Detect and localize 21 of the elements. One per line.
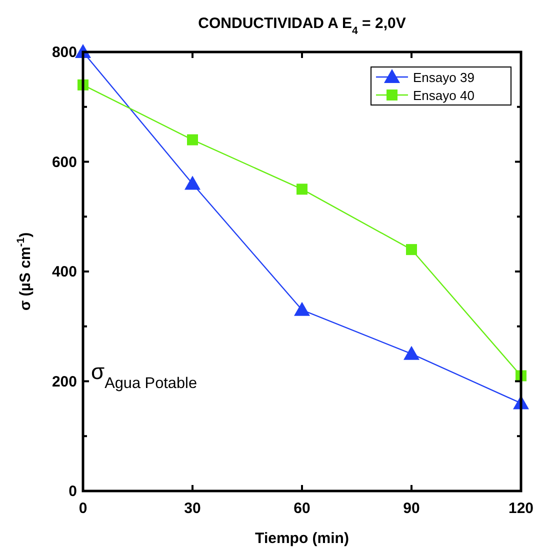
y-tick-label: 400 [52,264,77,280]
point [404,346,420,360]
x-tick-label: 120 [508,500,534,517]
point [296,184,308,195]
y-tick-label: 0 [68,483,77,500]
y-tick-label: 200 [52,373,77,390]
point [294,302,310,316]
x-tick-label: 30 [184,500,201,517]
x-axis-title: Tiempo (min) [255,530,349,547]
x-tick-label: 90 [403,500,420,517]
x-tick-label: 60 [294,500,310,517]
point [406,244,417,256]
annotation: σ$_{Agua Potable}$ [91,359,197,392]
chart-title: CONDUCTIVIDAD A E$_{4}$ = 2,0V [198,15,406,37]
x-tick-label: 0 [78,500,88,517]
y-tick-label: 600 [52,154,77,171]
point [184,176,200,190]
legend-label: Ensayo 39 [413,70,474,85]
legend-label: Ensayo 40 [413,88,474,103]
y-tick-label: 800 [52,44,77,61]
point [187,134,198,146]
